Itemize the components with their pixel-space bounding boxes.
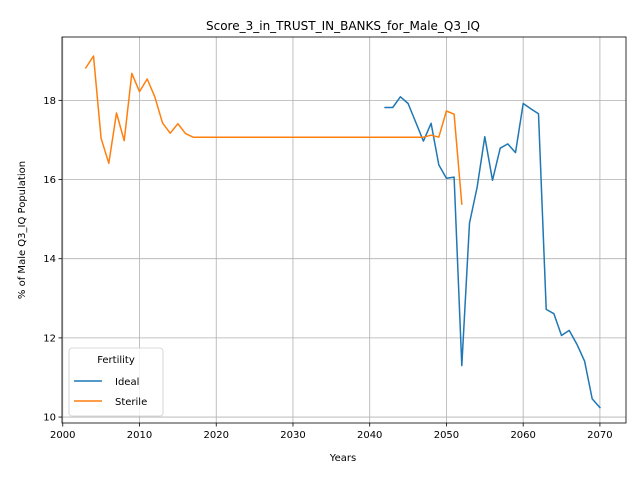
x-tick-label: 2060 [510, 430, 535, 441]
y-axis: 10 12 14 16 18 [43, 96, 62, 424]
x-tick-label: 2010 [127, 430, 152, 441]
x-tick-label: 2030 [280, 430, 305, 441]
x-tick-label: 2000 [50, 430, 75, 441]
grid [62, 37, 626, 423]
legend-label-sterile: Sterile [115, 397, 147, 408]
series-line-sterile [84, 55, 463, 205]
legend-box [68, 347, 164, 417]
plot-frame [61, 36, 627, 424]
x-axis: 2000 2010 2020 2030 2040 2050 2060 2070 [50, 423, 613, 441]
y-tick-label: 10 [43, 413, 56, 424]
y-tick-label: 18 [43, 96, 56, 107]
y-tick-label: 12 [43, 333, 56, 344]
x-tick-label: 2020 [204, 430, 229, 441]
legend: Fertility Ideal Sterile [68, 347, 164, 417]
series-line-ideal [384, 96, 601, 409]
legend-title: Fertility [97, 355, 135, 366]
series-layer [84, 55, 601, 409]
x-tick-label: 2040 [357, 430, 382, 441]
y-tick-label: 14 [43, 254, 56, 265]
x-axis-title: Years [329, 453, 356, 464]
legend-label-ideal: Ideal [115, 377, 139, 388]
chart-title: Score_3_in_TRUST_IN_BANKS_for_Male_Q3_IQ [206, 19, 480, 33]
y-axis-title: % of Male Q3_IQ Population [17, 161, 28, 299]
y-tick-label: 16 [43, 175, 56, 186]
x-tick-label: 2050 [434, 430, 459, 441]
x-tick-label: 2070 [587, 430, 612, 441]
